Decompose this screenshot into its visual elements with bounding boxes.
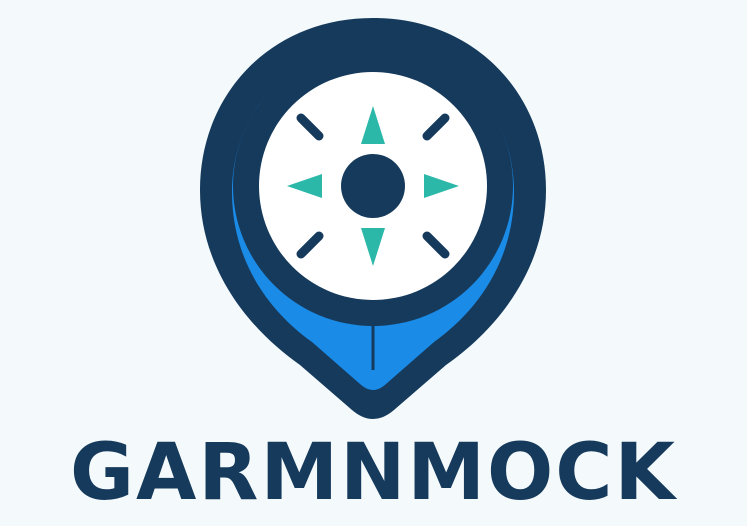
compass-points <box>287 106 459 266</box>
compass-center-dot <box>341 154 405 218</box>
compass-point-east <box>424 174 459 198</box>
map-pin-compass-icon <box>200 18 546 419</box>
compass-point-south <box>361 228 385 266</box>
compass-point-west <box>287 174 322 198</box>
compass-point-north <box>361 106 385 144</box>
brand-wordmark: GARMNMOCK <box>70 428 677 518</box>
compass-ticks <box>296 113 450 259</box>
